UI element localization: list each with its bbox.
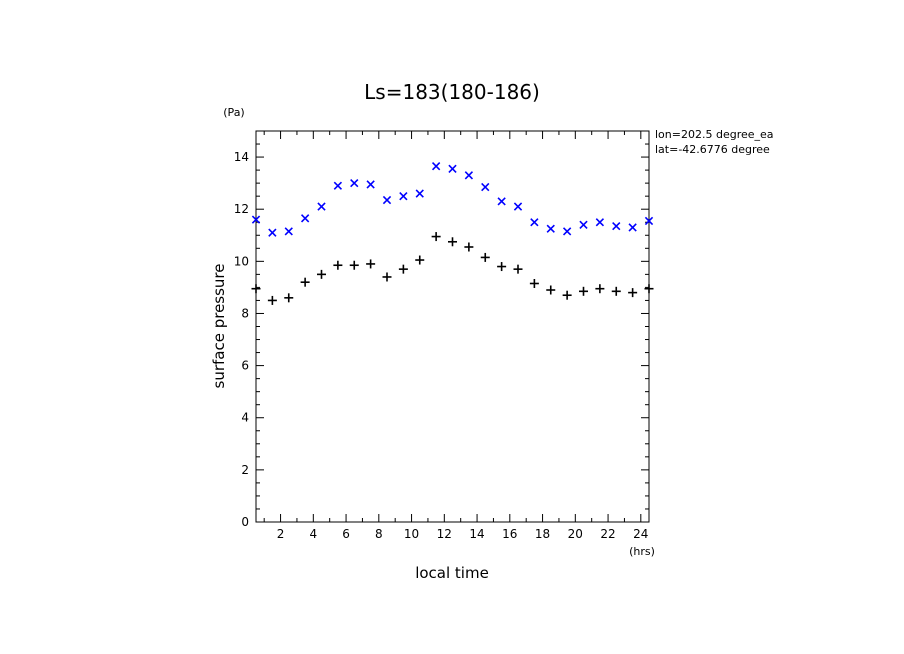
plus-marker-point xyxy=(464,242,474,252)
x-tick-label: 14 xyxy=(469,527,484,541)
plus-marker-point xyxy=(349,260,359,270)
plot-frame xyxy=(255,130,650,523)
plus-marker-point xyxy=(284,293,294,303)
x-tick-label: 10 xyxy=(404,527,419,541)
plus-marker-point xyxy=(398,264,408,274)
plus-marker-point xyxy=(415,255,425,265)
cross-marker-point xyxy=(448,164,457,173)
cross-marker-point xyxy=(595,218,605,227)
plus-marker-point xyxy=(579,286,588,296)
plus-marker-point xyxy=(251,284,261,294)
cross-marker-point xyxy=(251,215,261,224)
plus-marker-point xyxy=(546,285,556,295)
y-tick-label: 12 xyxy=(234,202,249,216)
cross-marker-point xyxy=(366,180,375,189)
plus-marker-point xyxy=(366,259,376,269)
cross-marker-point xyxy=(415,189,424,198)
x-axis-label: local time xyxy=(415,564,489,582)
cross-marker-point xyxy=(481,182,490,192)
plus-marker-point xyxy=(431,232,441,242)
x-tick-label: 4 xyxy=(309,527,317,541)
cross-marker-point xyxy=(431,162,441,171)
plus-marker-point xyxy=(513,264,523,274)
data-marks xyxy=(251,162,654,305)
x-unit-label: (hrs) xyxy=(629,545,655,558)
x-tick-label: 24 xyxy=(633,527,648,541)
plus-marker-point xyxy=(317,269,326,279)
annotation-lon: lon=202.5 degree_ea xyxy=(655,128,774,141)
plus-marker-point xyxy=(333,260,343,270)
cross-marker-point xyxy=(612,221,621,231)
plus-marker-point xyxy=(644,284,654,294)
y-tick-label: 8 xyxy=(241,306,249,320)
cross-marker-point xyxy=(300,214,310,223)
x-tick-label: 16 xyxy=(502,527,517,541)
plus-marker-point xyxy=(595,284,605,294)
y-tick-label: 4 xyxy=(241,411,249,425)
x-tick-label: 2 xyxy=(277,527,285,541)
cross-marker-point xyxy=(530,218,539,227)
x-tick-label: 12 xyxy=(437,527,452,541)
cross-marker-point xyxy=(268,228,277,237)
x-tick-label: 18 xyxy=(535,527,550,541)
y-unit-label: (Pa) xyxy=(223,106,244,119)
plus-marker-point xyxy=(480,252,490,262)
plus-marker-point xyxy=(448,237,457,247)
plus-marker-point xyxy=(300,277,310,287)
cross-marker-point xyxy=(513,202,523,211)
cross-marker-point xyxy=(284,227,293,236)
x-tick-label: 6 xyxy=(342,527,350,541)
cross-marker-point xyxy=(399,192,408,201)
cross-marker-point xyxy=(497,197,506,206)
cross-marker-point xyxy=(382,195,392,205)
x-tick-label: 8 xyxy=(375,527,383,541)
plus-marker-point xyxy=(529,278,539,288)
cross-marker-point xyxy=(562,227,572,236)
chart-title: Ls=183(180-186) xyxy=(364,80,540,104)
y-tick-label: 14 xyxy=(234,150,249,164)
x-tick-label: 20 xyxy=(568,527,583,541)
plus-marker-point xyxy=(562,290,572,300)
y-tick-label: 10 xyxy=(234,254,249,268)
cross-marker-point xyxy=(628,223,637,232)
plus-marker-point xyxy=(382,272,392,282)
cross-marker-point xyxy=(464,171,474,180)
cross-marker-point xyxy=(333,181,343,190)
cross-marker-point xyxy=(579,220,588,230)
y-tick-label: 2 xyxy=(241,463,249,477)
cross-marker-point xyxy=(317,202,326,211)
plus-marker-point xyxy=(267,295,277,305)
cross-marker-point xyxy=(546,224,555,233)
y-axis-label: surface pressure xyxy=(210,264,228,389)
y-tick-label: 0 xyxy=(241,515,249,529)
cross-marker-point xyxy=(644,216,654,226)
plus-marker-point xyxy=(628,288,638,298)
plus-marker-point xyxy=(611,286,621,296)
annotation-lat: lat=-42.6776 degree xyxy=(655,143,770,156)
y-tick-label: 6 xyxy=(241,359,249,373)
x-tick-label: 22 xyxy=(600,527,615,541)
plus-marker-point xyxy=(497,262,507,272)
cross-marker-point xyxy=(350,178,359,188)
